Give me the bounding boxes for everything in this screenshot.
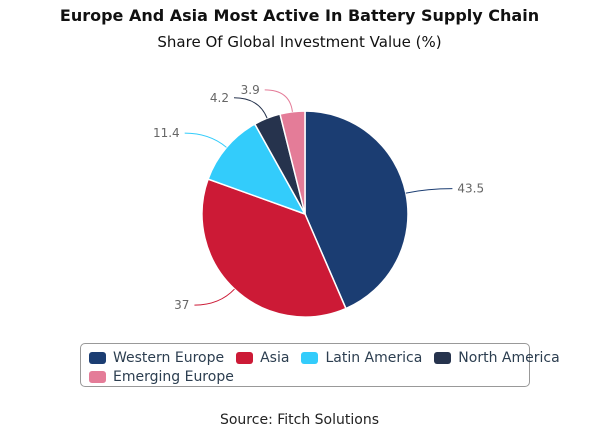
legend-label: Western Europe: [113, 349, 225, 366]
legend-row-2: Emerging Europe: [89, 367, 521, 386]
chart-title: Europe And Asia Most Active In Battery S…: [59, 6, 540, 25]
legend-swatch: [236, 351, 254, 364]
pie-slice-asia[interactable]: [201, 178, 347, 318]
legend-item-asia[interactable]: Asia: [236, 350, 289, 366]
legend-swatch: [89, 351, 106, 364]
data-label-emerging-europe: 3.9: [241, 83, 260, 97]
pie-data-labels: 43.5 37 11.4 4.2 3.9: [153, 83, 484, 312]
legend-swatch: [89, 370, 106, 383]
legend-label: Emerging Europe: [113, 368, 234, 385]
data-label-western-europe: 43.5: [457, 182, 484, 196]
legend-swatch: [301, 351, 319, 364]
leader-line-emerging-europe: [264, 89, 293, 112]
pie-slice-latin-america[interactable]: [207, 123, 307, 216]
chart-legend: Western Europe Asia Latin America North …: [80, 343, 560, 387]
legend-label: Asia: [260, 349, 290, 366]
pie-slices: [201, 110, 409, 318]
legend-item-western-europe[interactable]: Western Europe: [89, 350, 224, 366]
data-label-asia: 37: [174, 298, 189, 312]
leader-line-north-america: [233, 97, 268, 119]
leader-line-latin-america: [184, 132, 227, 148]
legend-label: North America: [458, 349, 560, 366]
chart-subtitle: Share Of Global Investment Value (%): [157, 33, 442, 51]
legend-label: Latin America: [325, 349, 423, 366]
legend-item-latin-america[interactable]: Latin America: [301, 350, 422, 366]
legend-row-1: Western Europe Asia Latin America North …: [89, 348, 560, 367]
source-note: Source: Fitch Solutions: [219, 412, 379, 428]
data-label-latin-america: 11.4: [153, 126, 180, 140]
leader-line-asia: [194, 288, 235, 306]
legend-item-emerging-europe[interactable]: Emerging Europe: [89, 369, 234, 385]
leader-line-western-europe: [405, 188, 453, 194]
pie-leader-lines: [184, 89, 453, 306]
data-label-north-america: 4.2: [210, 91, 229, 105]
legend-swatch: [434, 351, 452, 364]
legend-item-north-america[interactable]: North America: [434, 349, 560, 366]
